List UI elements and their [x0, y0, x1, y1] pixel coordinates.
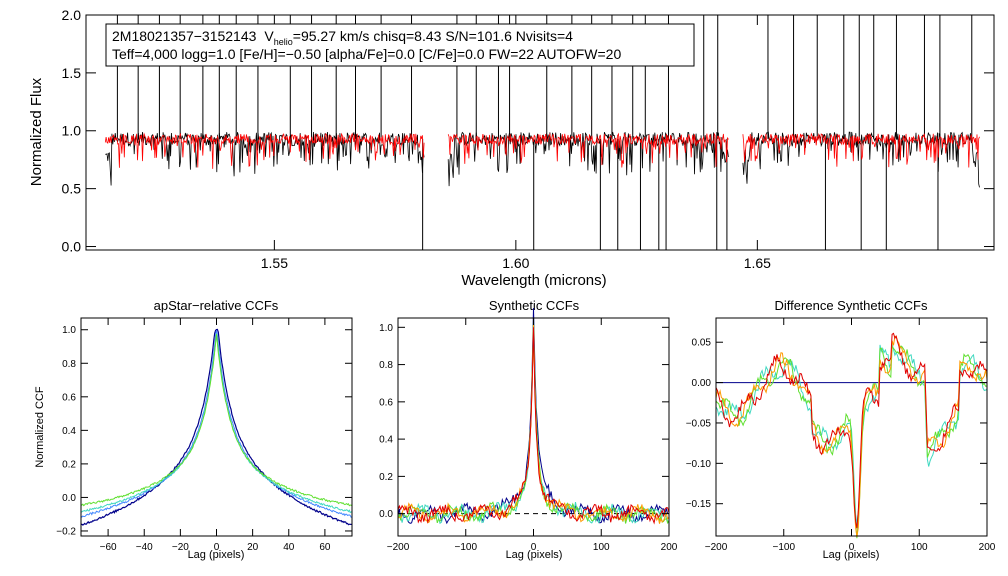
y-tick-label: 2.0 — [62, 7, 82, 23]
info-star-id: 2M18021357−3152143 — [112, 28, 257, 44]
x-tick-label: 20 — [247, 542, 259, 553]
spectrum-frame — [85, 14, 995, 251]
x-tick-label: 40 — [283, 542, 295, 553]
y-tick-label: 1.0 — [62, 123, 82, 139]
spectrum-ticks: 1.55 1.60 1.65 0.0 0.5 1.0 1.5 2.0 — [62, 7, 994, 271]
apstar-ccf-line — [80, 328, 353, 526]
y-tick-label: 0.8 — [379, 360, 393, 371]
x-tick-label: −20 — [172, 542, 189, 553]
model-spectrum-line — [742, 132, 980, 168]
difference-ccf-title: Difference Synthetic CCFs — [775, 298, 928, 313]
apstar-ccf-xlabel: Lag (pixels) — [188, 549, 245, 561]
difference-ccf-line — [715, 345, 988, 539]
y-tick-label: 0.4 — [62, 426, 76, 437]
apstar-ccf-panel: apStar−relative CCFs −60 −40 −20 0 20 40 60 −0.… — [34, 298, 353, 561]
y-tick-label: 1.0 — [62, 325, 76, 336]
difference-ccf-line — [715, 335, 988, 537]
spectrum-info-box: 2M18021357−3152143 Vhelio=95.27 km/s chis… — [105, 23, 695, 67]
x-tick-label: 200 — [979, 542, 996, 553]
info-box-frame — [105, 23, 695, 67]
difference-ccf-line — [715, 332, 988, 529]
x-tick-label: −60 — [100, 542, 117, 553]
info-v-subscript: helio — [274, 37, 293, 47]
y-tick-label: 0.0 — [62, 238, 82, 254]
x-tick-label: −200 — [705, 542, 728, 553]
y-tick-label: 0.05 — [692, 338, 712, 349]
apstar-ccf-series-group — [80, 328, 353, 526]
y-tick-label: 1.0 — [379, 323, 393, 334]
x-tick-label: 60 — [319, 542, 331, 553]
y-tick-label: 0.0 — [379, 509, 393, 520]
apstar-ccf-title: apStar−relative CCFs — [154, 298, 279, 313]
x-tick-label: −200 — [387, 542, 410, 553]
x-tick-label: 0 — [849, 542, 855, 553]
x-tick-label: 1.60 — [502, 255, 529, 271]
y-tick-label: 0.4 — [379, 435, 393, 446]
info-line-1: 2M18021357−3152143 Vhelio=95.27 km/s chis… — [112, 28, 573, 47]
synthetic-ccf-series-group — [397, 308, 670, 525]
x-tick-label: 0 — [531, 542, 537, 553]
observed-spectrum-line — [105, 131, 425, 186]
x-tick-label: 1.55 — [261, 255, 288, 271]
x-tick-label: −100 — [772, 542, 795, 553]
spectrum-ylabel: Normalized Flux — [28, 77, 45, 186]
x-tick-label: 100 — [911, 542, 928, 553]
y-tick-label: 0.6 — [62, 392, 76, 403]
synthetic-ccf-panel: Synthetic CCFs −200 −100 0 100 200 0.0 0.2 0.4 0… — [379, 298, 678, 561]
difference-ccf-series-group — [715, 332, 988, 539]
synthetic-ccf-line — [397, 327, 670, 525]
y-tick-label: −0.2 — [56, 526, 76, 537]
y-tick-label: −0.05 — [686, 418, 712, 429]
y-tick-label: 1.5 — [62, 65, 82, 81]
y-tick-label: 0.2 — [62, 459, 76, 470]
synthetic-ccf-line — [397, 323, 670, 524]
apstar-ccf-ylabel: Normalized CCF — [34, 386, 46, 468]
y-tick-label: 0.2 — [379, 472, 393, 483]
y-tick-label: −0.15 — [686, 499, 712, 510]
model-spectrum-line — [104, 132, 425, 169]
info-line-2: Teff=4,000 logg=1.0 [Fe/H]=−0.50 [alpha/… — [112, 46, 621, 62]
apstar-ccf-line — [80, 333, 353, 514]
apstar-ccf-ticks: −60 −40 −20 0 20 40 60 −0.2 0.0 0.2 0.4 0.6 0.8 1.0 — [56, 318, 352, 553]
difference-ccf-panel: Difference Synthetic CCFs −200 −100 0 100 20… — [686, 298, 996, 561]
apstar-ccf-line — [80, 333, 353, 507]
synthetic-ccf-title: Synthetic CCFs — [489, 298, 580, 313]
y-tick-label: −0.10 — [686, 459, 712, 470]
y-tick-label: 0.8 — [62, 359, 76, 370]
synthetic-ccf-line — [397, 322, 670, 525]
y-tick-label: 0.00 — [692, 378, 712, 389]
info-line-1-rest: =95.27 km/s chisq=8.43 S/N=101.6 Nvisits… — [293, 28, 573, 44]
difference-ccf-line — [715, 343, 988, 525]
difference-ccf-ticks: −200 −100 0 100 200 −0.15 −0.10 −0.05 0.00 0.05 — [686, 318, 996, 553]
x-tick-label: 200 — [661, 542, 678, 553]
synthetic-ccf-xlabel: Lag (pixels) — [506, 549, 563, 561]
difference-ccf-xlabel: Lag (pixels) — [823, 549, 880, 561]
model-spectrum-line — [447, 132, 729, 168]
y-tick-label: 0.6 — [379, 397, 393, 408]
x-tick-label: 0 — [214, 542, 220, 553]
spectrum-panel: 1.55 1.60 1.65 0.0 0.5 1.0 1.5 2.0 2M18021357−3… — [28, 7, 995, 289]
spectrum-xlabel: Wavelength (microns) — [461, 272, 606, 289]
difference-ccf-frame — [715, 317, 988, 537]
apstar-ccf-line — [80, 330, 353, 518]
y-tick-label: 0.5 — [62, 181, 82, 197]
x-tick-label: 100 — [593, 542, 610, 553]
synthetic-ccf-ticks: −200 −100 0 100 200 0.0 0.2 0.4 0.6 0.8 1.0 — [379, 318, 678, 553]
x-tick-label: 1.65 — [744, 255, 771, 271]
y-tick-label: 0.0 — [62, 493, 76, 504]
x-tick-label: −40 — [136, 542, 153, 553]
info-v-label: V — [264, 28, 274, 44]
x-tick-label: −100 — [454, 542, 477, 553]
